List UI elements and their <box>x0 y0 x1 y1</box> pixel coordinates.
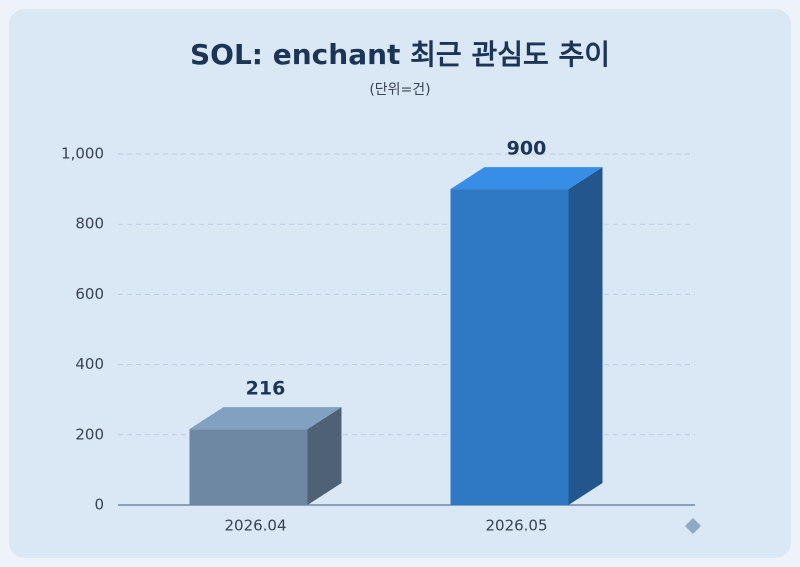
chart-title: SOL: enchant 최근 관심도 추이 <box>190 38 610 71</box>
y-tick-label: 400 <box>75 355 104 373</box>
y-tick-label: 1,000 <box>61 145 104 163</box>
x-tick-label: 2026.05 <box>485 517 547 535</box>
bar <box>450 189 569 505</box>
value-label: 216 <box>246 378 286 400</box>
bar-side <box>568 167 603 505</box>
y-tick-label: 200 <box>75 425 104 443</box>
value-label: 900 <box>507 138 547 160</box>
chart-subtitle: (단위=건) <box>369 82 430 98</box>
x-tick-label: 2026.04 <box>224 517 286 535</box>
bar-top <box>189 407 342 430</box>
y-tick-label: 600 <box>75 285 104 303</box>
decor-diamond <box>685 518 701 534</box>
bar-top <box>450 167 603 190</box>
y-tick-label: 800 <box>75 215 104 233</box>
y-tick-label: 0 <box>94 496 104 514</box>
bar-side <box>307 407 342 505</box>
bar <box>189 429 308 505</box>
